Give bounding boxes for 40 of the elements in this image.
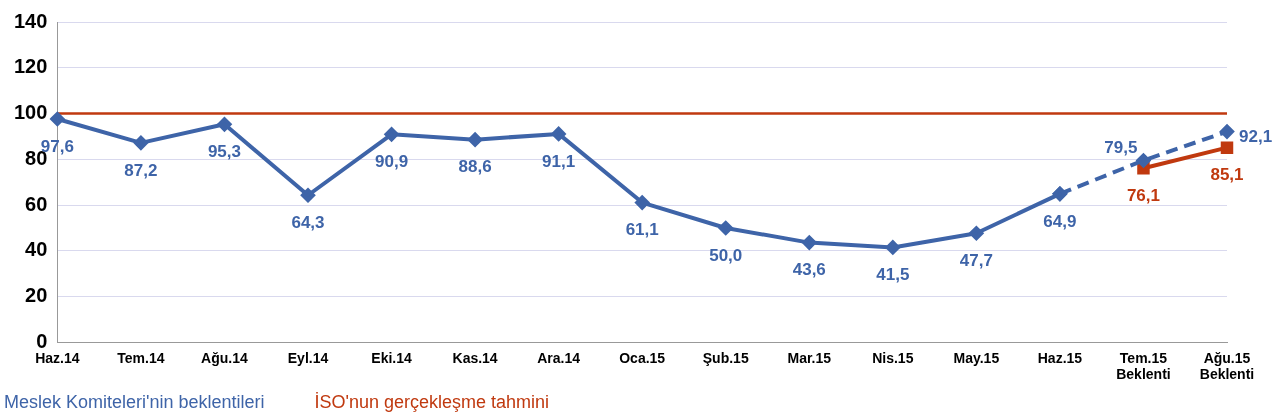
data-label: 64,3 — [291, 212, 325, 232]
data-label: 41,5 — [876, 265, 910, 285]
data-label: 61,1 — [625, 220, 659, 240]
x-tick-label: Ağu.14 — [201, 349, 249, 366]
data-label: 90,9 — [375, 152, 409, 172]
data-label: 92,1 — [1239, 127, 1273, 147]
x-tick-label: Kas.14 — [452, 349, 498, 366]
x-tick-label: Haz.14 — [35, 349, 80, 366]
x-tick-label: Şub.15 — [702, 349, 749, 366]
x-tick-label: Tem.14 — [117, 349, 165, 366]
x-tick-label: Eki.14 — [371, 349, 412, 366]
data-label: 43,6 — [792, 260, 826, 280]
x-tick-label: May.15 — [953, 349, 1000, 366]
x-tick-label: Tem.15 Beklenti — [1116, 349, 1171, 383]
y-tick-label: 20 — [25, 284, 48, 307]
y-tick-label: 140 — [13, 9, 48, 32]
text: Meslek Komiteleri'nin beklentileri — [4, 392, 265, 413]
x-tick-label: Haz.15 — [1037, 349, 1083, 366]
x-tick-label: Mar.15 — [787, 349, 832, 366]
data-label: 76,1 — [1126, 185, 1160, 205]
data-label: 47,7 — [959, 250, 993, 270]
y-tick-label: 100 — [13, 101, 48, 124]
y-tick-label: 120 — [13, 55, 48, 78]
x-tick-label: Oca.15 — [619, 349, 666, 366]
y-tick-label: 60 — [25, 192, 48, 215]
data-label: 50,0 — [709, 245, 743, 265]
x-tick-label: Nis.15 — [872, 349, 914, 366]
x-tick-label: Eyl.14 — [287, 349, 329, 366]
text: İSO'nun gerçekleşme tahmini — [314, 392, 550, 413]
x-tick-label: Ara.14 — [537, 349, 581, 366]
data-label: 88,6 — [458, 157, 492, 177]
y-tick-label: 40 — [25, 238, 48, 261]
y-tick-label: 0 — [36, 329, 48, 352]
data-label: 95,3 — [207, 141, 242, 161]
data-label: 79,5 — [1104, 138, 1138, 158]
data-label: 85,1 — [1210, 165, 1244, 185]
x-tick-label: Ağu.15 Beklenti — [1199, 349, 1255, 383]
data-label: 64,9 — [1043, 211, 1077, 231]
data-label: 91,1 — [542, 151, 576, 171]
data-label: 87,2 — [124, 160, 158, 180]
